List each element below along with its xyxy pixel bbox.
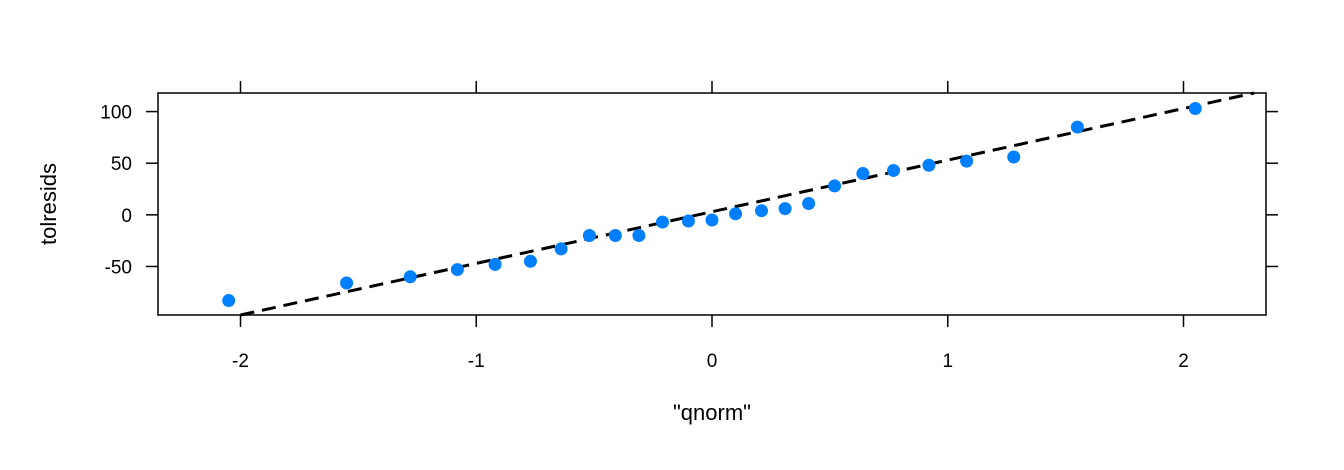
x-tick-label: -2 bbox=[232, 351, 249, 372]
data-point bbox=[403, 270, 417, 284]
y-tick-labels: -50 0 50 100 bbox=[100, 103, 132, 279]
reference-line bbox=[240, 91, 1255, 317]
y-tick-label: 0 bbox=[121, 206, 132, 227]
plot-panel bbox=[157, 92, 1267, 316]
data-point bbox=[222, 294, 236, 308]
data-points bbox=[222, 101, 1202, 308]
x-axis-title: "qnorm" bbox=[673, 400, 751, 425]
qq-reference-line bbox=[240, 91, 1255, 317]
data-point bbox=[608, 228, 622, 242]
data-point bbox=[802, 196, 816, 210]
data-point bbox=[856, 167, 870, 181]
data-point bbox=[705, 213, 719, 227]
data-point bbox=[681, 214, 695, 228]
data-point bbox=[729, 207, 743, 221]
y-tick-label: -50 bbox=[105, 257, 132, 278]
data-point bbox=[488, 257, 502, 271]
data-point bbox=[450, 263, 464, 277]
data-point bbox=[655, 215, 669, 229]
data-point bbox=[778, 202, 792, 216]
data-point bbox=[523, 254, 537, 268]
x-tick-labels: -2 -1 0 1 2 bbox=[232, 351, 1189, 372]
data-point bbox=[1188, 101, 1202, 115]
data-point bbox=[582, 228, 596, 242]
data-point bbox=[887, 163, 901, 177]
y-tick-label: 100 bbox=[100, 103, 132, 124]
data-point bbox=[960, 154, 974, 168]
data-point bbox=[1007, 150, 1021, 164]
data-point bbox=[554, 242, 568, 256]
x-tick-label: 0 bbox=[707, 351, 718, 372]
data-point bbox=[755, 204, 769, 218]
x-tick-label: 2 bbox=[1178, 351, 1189, 372]
data-point bbox=[632, 228, 646, 242]
x-tick-label: 1 bbox=[942, 351, 953, 372]
y-axis-title: tolresids bbox=[36, 163, 61, 245]
y-tick-label: 50 bbox=[111, 154, 132, 175]
data-point bbox=[922, 158, 936, 172]
data-point bbox=[1070, 120, 1084, 134]
data-point bbox=[828, 179, 842, 193]
x-tick-label: -1 bbox=[468, 351, 485, 372]
axis-ticks bbox=[146, 81, 1278, 327]
data-point bbox=[340, 276, 354, 290]
